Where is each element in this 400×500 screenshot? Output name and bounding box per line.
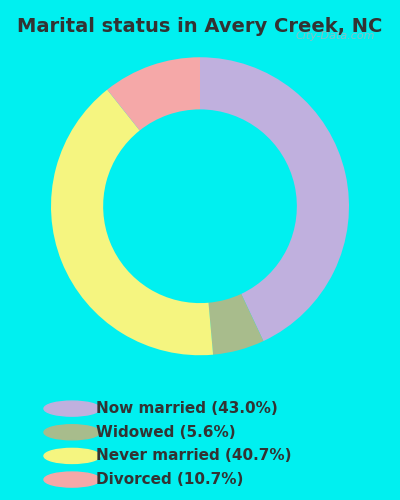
Circle shape — [44, 425, 100, 440]
Wedge shape — [200, 57, 349, 341]
Wedge shape — [208, 294, 264, 354]
Text: Widowed (5.6%): Widowed (5.6%) — [96, 425, 236, 440]
Text: Now married (43.0%): Now married (43.0%) — [96, 401, 278, 416]
Circle shape — [44, 401, 100, 416]
Wedge shape — [107, 57, 200, 130]
Wedge shape — [51, 90, 213, 355]
Text: Never married (40.7%): Never married (40.7%) — [96, 448, 292, 464]
Text: City-Data.com: City-Data.com — [296, 31, 375, 41]
Text: Marital status in Avery Creek, NC: Marital status in Avery Creek, NC — [17, 18, 383, 36]
Circle shape — [44, 472, 100, 487]
Text: Divorced (10.7%): Divorced (10.7%) — [96, 472, 243, 487]
Circle shape — [44, 448, 100, 464]
